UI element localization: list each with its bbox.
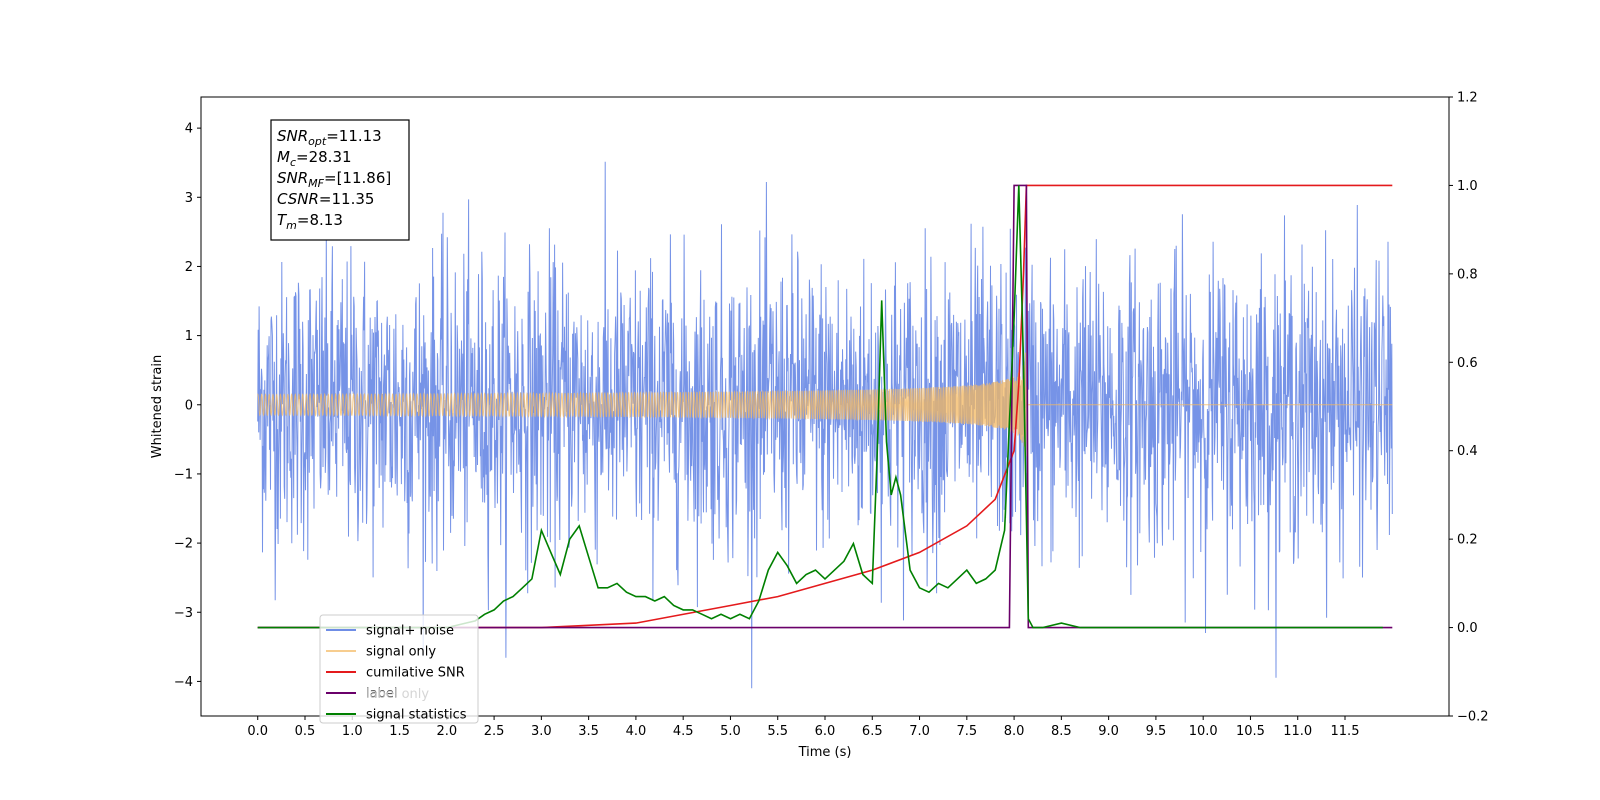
y2-tick-label: 0.0 — [1457, 621, 1478, 636]
y2-tick-label: 0.4 — [1457, 444, 1478, 459]
plot-area — [257, 161, 1393, 689]
y-tick-label: 0 — [185, 398, 193, 413]
legend-entry-hidden: label only — [366, 687, 429, 702]
x-tick-label: 7.0 — [909, 724, 930, 739]
legend-entry: signal statistics — [366, 708, 467, 723]
series-signal-only-line — [257, 352, 1393, 457]
legend-entry: label — [366, 687, 397, 702]
legend-entry: signal+ noise — [366, 624, 454, 639]
x-tick-label: 10.5 — [1236, 724, 1265, 739]
x-tick-label: 1.5 — [389, 724, 410, 739]
y-tick-label: 3 — [185, 191, 193, 206]
info-box: SNRopt=11.13Mc=28.31SNRMF=[11.86]CSNR=11… — [270, 119, 410, 241]
y2-tick-label: 0.6 — [1457, 356, 1478, 371]
x-tick-label: 0.5 — [295, 724, 316, 739]
info-line: Tm=8.13 — [277, 211, 343, 232]
info-value: =8.13 — [297, 211, 343, 229]
info-line: Mc=28.31 — [277, 148, 352, 169]
x-tick-label: 9.0 — [1098, 724, 1119, 739]
info-symbol: SNR — [277, 169, 308, 187]
legend: signal+ noise signal only cumilative SNR la… — [319, 614, 479, 724]
info-value: =11.13 — [326, 127, 382, 145]
y-tick-label: 1 — [185, 329, 193, 344]
info-symbol: SNR — [277, 127, 308, 145]
info-value: =[11.86] — [324, 169, 391, 187]
series-cumulative-snr-line — [257, 184, 1393, 629]
info-line: CSNR=11.35 — [277, 190, 374, 208]
info-value: =28.31 — [296, 148, 352, 166]
info-subscript: m — [286, 219, 297, 232]
axes: 0.0 0.5 1.0 1.5 2.0 2.5 3.0 3.5 4.0 4.5 5.0 5.5 6.0 6… — [150, 91, 1489, 761]
x-tick-label: 6.0 — [815, 724, 836, 739]
info-value: =11.35 — [319, 190, 375, 208]
x-tick-label: 6.5 — [862, 724, 883, 739]
x-tick-label: 4.5 — [673, 724, 694, 739]
y-tick-label: 4 — [185, 122, 193, 137]
x-tick-label: 9.5 — [1146, 724, 1167, 739]
y-tick-label: −1 — [174, 467, 193, 482]
x-tick-label: 11.0 — [1283, 724, 1312, 739]
x-tick-label: 8.0 — [1004, 724, 1025, 739]
y2-tick-label: 1.0 — [1457, 179, 1478, 194]
x-tick-label: 8.5 — [1051, 724, 1072, 739]
series-signal-statistics-line — [257, 185, 1383, 629]
y-tick-label: −4 — [174, 675, 193, 690]
x-axis-label: Time (s) — [798, 745, 852, 760]
x-tick-label: 0.0 — [247, 724, 268, 739]
info-symbol: T — [277, 211, 288, 229]
x-tick-label: 11.5 — [1331, 724, 1360, 739]
legend-entry: signal only — [366, 645, 436, 660]
x-tick-label: 2.5 — [484, 724, 505, 739]
info-subscript: opt — [308, 135, 327, 148]
x-tick-label: 4.0 — [626, 724, 647, 739]
x-tick-label: 7.5 — [956, 724, 977, 739]
y-tick-label: −2 — [174, 537, 193, 552]
x-tick-label: 3.5 — [578, 724, 599, 739]
x-tick-label: 10.0 — [1189, 724, 1218, 739]
info-box-frame — [270, 119, 410, 241]
y-tick-label: 2 — [185, 260, 193, 275]
info-symbol: M — [277, 148, 290, 166]
x-tick-label: 1.0 — [342, 724, 363, 739]
y2-tick-label: −0.2 — [1457, 710, 1489, 725]
info-subscript: c — [290, 156, 296, 169]
info-subscript: MF — [308, 177, 324, 190]
legend-frame — [319, 614, 479, 724]
y-tick-label: −3 — [174, 606, 193, 621]
info-line: SNRMF=[11.86] — [277, 169, 391, 190]
y2-tick-label: 0.2 — [1457, 533, 1478, 548]
info-symbol: CSNR — [277, 190, 319, 208]
info-line: SNRopt=11.13 — [277, 127, 382, 148]
x-tick-label: 5.5 — [767, 724, 788, 739]
y2-tick-label: 0.8 — [1457, 267, 1478, 282]
x-tick-label: 3.0 — [531, 724, 552, 739]
y-axis-label: Whitened strain — [150, 355, 165, 458]
x-tick-label: 5.0 — [720, 724, 741, 739]
x-tick-label: 2.0 — [436, 724, 457, 739]
y2-tick-label: 1.2 — [1457, 91, 1478, 106]
legend-entry: cumilative SNR — [366, 666, 465, 681]
